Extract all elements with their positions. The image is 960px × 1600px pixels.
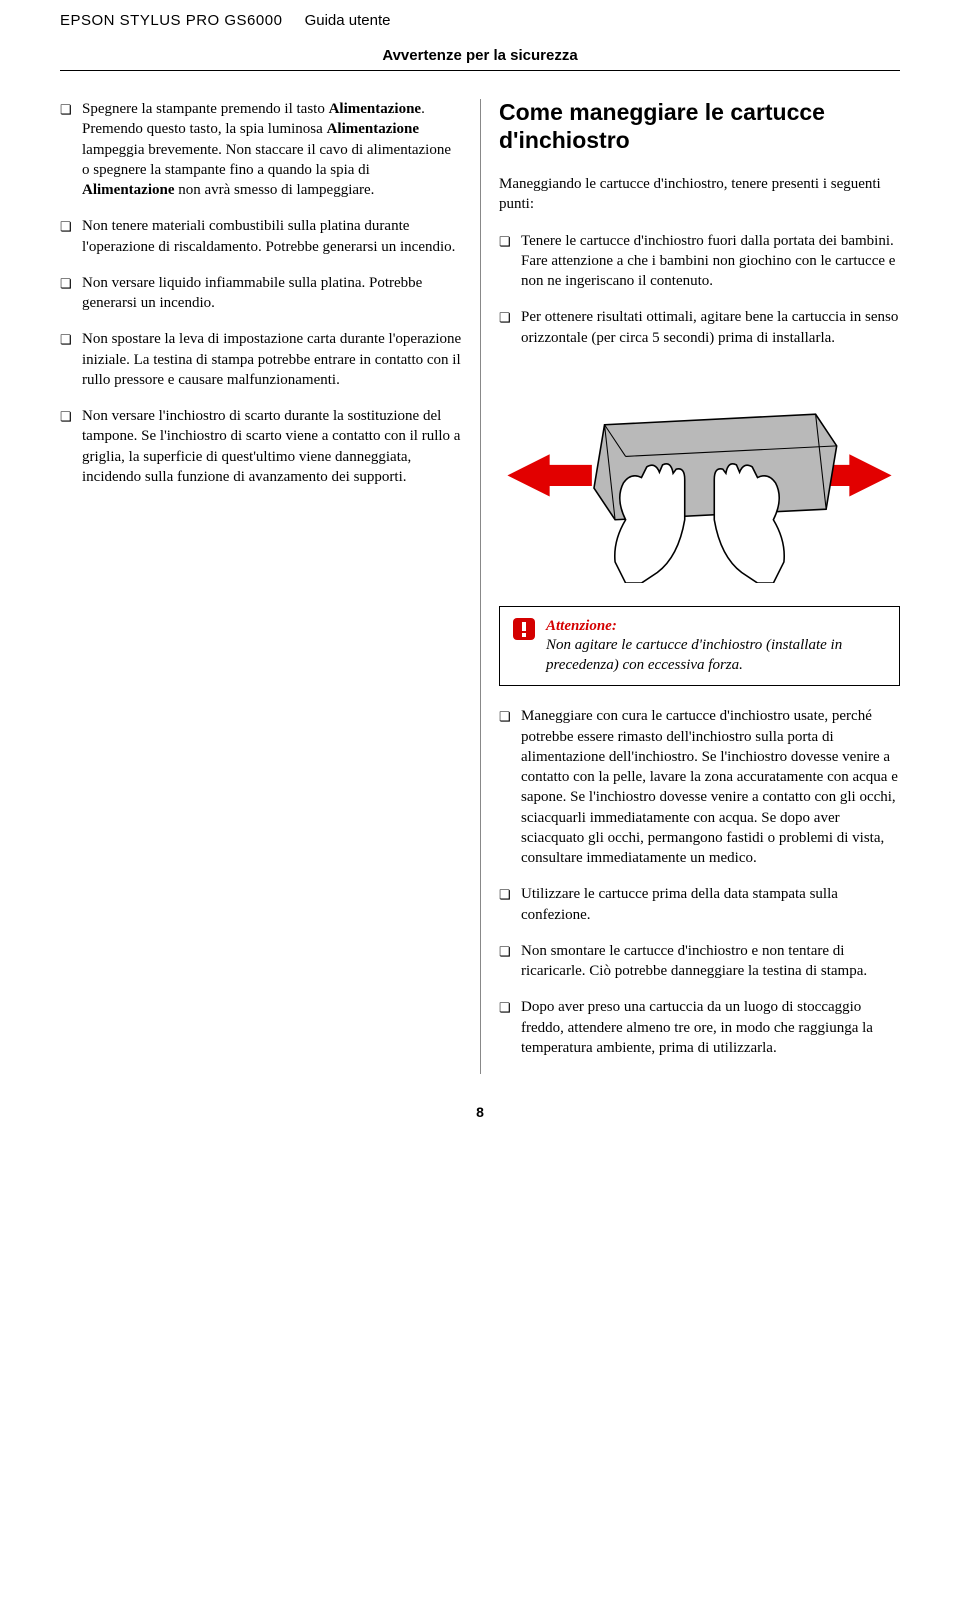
bullet-icon: ❏	[60, 273, 82, 314]
bullet-icon: ❏	[499, 307, 521, 348]
list-item-text: Maneggiare con cura le cartucce d'inchio…	[521, 706, 900, 868]
right-column: Come maneggiare le cartucce d'inchiostro…	[480, 99, 900, 1074]
list-item: ❏ Non versare liquido infiammabile sulla…	[60, 273, 462, 314]
list-item-text: Non spostare la leva di impostazione car…	[82, 329, 462, 390]
list-item-text: Non tenere materiali combustibili sulla …	[82, 216, 462, 257]
caution-body: Non agitare le cartucce d'inchiostro (in…	[546, 637, 842, 673]
list-item: ❏ Maneggiare con cura le cartucce d'inch…	[499, 706, 900, 868]
list-item: ❏ Per ottenere risultati ottimali, agita…	[499, 307, 900, 348]
bullet-icon: ❏	[499, 706, 521, 868]
bullet-icon: ❏	[60, 216, 82, 257]
warning-icon	[512, 617, 536, 676]
bullet-icon: ❏	[60, 406, 82, 487]
list-item: ❏ Utilizzare le cartucce prima della dat…	[499, 884, 900, 925]
list-item: ❏ Non spostare la leva di impostazione c…	[60, 329, 462, 390]
list-item-text: Non versare liquido infiammabile sulla p…	[82, 273, 462, 314]
right-heading: Come maneggiare le cartucce d'inchiostro	[499, 99, 900, 154]
right-intro: Maneggiando le cartucce d'inchiostro, te…	[499, 174, 900, 215]
list-item-text: Spegnere la stampante premendo il tasto …	[82, 99, 462, 200]
list-item-text: Tenere le cartucce d'inchiostro fuori da…	[521, 231, 900, 292]
page-number: 8	[60, 1104, 900, 1120]
list-item: ❏ Non versare l'inchiostro di scarto dur…	[60, 406, 462, 487]
bullet-icon: ❏	[60, 99, 82, 200]
cartridge-shake-illustration	[499, 372, 900, 583]
bullet-icon: ❏	[499, 884, 521, 925]
list-item: ❏ Non smontare le cartucce d'inchiostro …	[499, 941, 900, 982]
product-name: EPSON STYLUS PRO GS6000	[60, 12, 282, 29]
list-item-text: Non versare l'inchiostro di scarto duran…	[82, 406, 462, 487]
page-header: EPSON STYLUS PRO GS6000 Guida utente	[60, 12, 900, 29]
caution-label: Attenzione:	[546, 618, 617, 634]
bullet-icon: ❏	[499, 231, 521, 292]
caution-text: Attenzione: Non agitare le cartucce d'in…	[546, 617, 887, 676]
list-item-text: Per ottenere risultati ottimali, agitare…	[521, 307, 900, 348]
bullet-icon: ❏	[60, 329, 82, 390]
header-rule	[60, 70, 900, 71]
guide-name: Guida utente	[305, 12, 391, 29]
section-title: Avvertenze per la sicurezza	[60, 47, 900, 64]
list-item: ❏ Non tenere materiali combustibili sull…	[60, 216, 462, 257]
list-item: ❏ Dopo aver preso una cartuccia da un lu…	[499, 997, 900, 1058]
bullet-icon: ❏	[499, 941, 521, 982]
list-item-text: Non smontare le cartucce d'inchiostro e …	[521, 941, 900, 982]
content-columns: ❏ Spegnere la stampante premendo il tast…	[60, 99, 900, 1074]
list-item: ❏ Tenere le cartucce d'inchiostro fuori …	[499, 231, 900, 292]
caution-box: Attenzione: Non agitare le cartucce d'in…	[499, 606, 900, 687]
left-column: ❏ Spegnere la stampante premendo il tast…	[60, 99, 480, 1074]
bullet-icon: ❏	[499, 997, 521, 1058]
list-item-text: Utilizzare le cartucce prima della data …	[521, 884, 900, 925]
list-item-text: Dopo aver preso una cartuccia da un luog…	[521, 997, 900, 1058]
list-item: ❏ Spegnere la stampante premendo il tast…	[60, 99, 462, 200]
